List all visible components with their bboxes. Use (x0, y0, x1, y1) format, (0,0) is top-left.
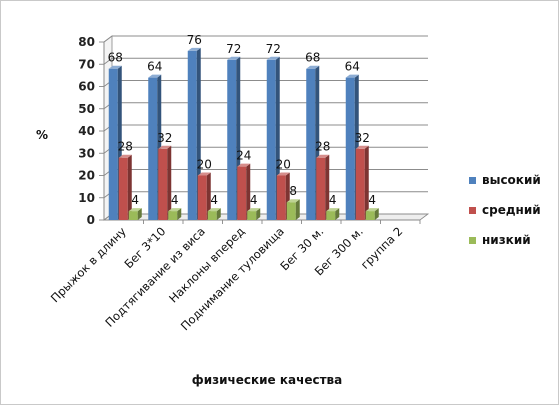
legend-item: низкий (469, 233, 531, 247)
data-label: 4 (250, 193, 258, 207)
bar (326, 208, 339, 220)
legend-label: средний (482, 203, 541, 217)
bar-front (316, 158, 325, 220)
data-label: 72 (266, 42, 281, 56)
y-axis-title: % (36, 128, 48, 142)
bar-front (366, 211, 375, 220)
legend-label: низкий (482, 233, 531, 247)
legend-swatch (469, 177, 476, 184)
y-tick-label: 0 (87, 213, 95, 227)
bar-side (365, 146, 369, 220)
y-tick-label: 70 (78, 57, 95, 71)
bar (366, 208, 379, 220)
bar (208, 208, 221, 220)
bar-side (296, 199, 300, 220)
bar-front (227, 60, 236, 220)
bar-front (119, 158, 128, 220)
bar-front (326, 211, 335, 220)
data-label: 4 (368, 193, 376, 207)
bar (287, 199, 300, 220)
legend-swatch (469, 237, 476, 244)
bar (119, 155, 132, 220)
bar-front (109, 69, 118, 220)
y-tick-label: 50 (78, 102, 95, 116)
data-label: 72 (226, 42, 241, 56)
bar-front (158, 149, 167, 220)
bar-front (198, 176, 207, 221)
bar (168, 208, 181, 220)
y-tick-label: 20 (78, 169, 95, 183)
y-tick-label: 30 (78, 146, 95, 160)
legend: высокий средний низкий (469, 173, 541, 247)
bar-front (277, 176, 286, 221)
x-category-label: группа 2 (358, 224, 406, 272)
bar-front (129, 211, 138, 220)
legend-swatch (469, 207, 476, 214)
x-axis-title: физические качества (192, 373, 342, 387)
data-label: 4 (210, 193, 218, 207)
data-label: 76 (187, 33, 202, 47)
y-tick-label: 40 (78, 124, 95, 138)
data-label: 20 (276, 158, 291, 172)
data-label: 4 (329, 193, 337, 207)
bar-front (356, 149, 365, 220)
bar-front (306, 69, 315, 220)
bar-front (237, 167, 246, 220)
data-label: 20 (197, 158, 212, 172)
y-tick-labels: 0 10 20 30 40 50 60 70 80 (78, 35, 95, 227)
data-label: 4 (131, 193, 139, 207)
legend-item: средний (469, 203, 541, 217)
data-label: 32 (355, 131, 370, 145)
data-label: 4 (171, 193, 179, 207)
data-label: 68 (108, 51, 123, 65)
bar-front (168, 211, 177, 220)
data-label: 28 (118, 140, 133, 154)
bar-front (346, 78, 355, 220)
bar (158, 146, 171, 220)
data-label: 28 (315, 140, 330, 154)
y-tick-label: 60 (78, 80, 95, 94)
bar (129, 208, 142, 220)
legend-item: высокий (469, 173, 541, 187)
data-label: 8 (289, 184, 297, 198)
x-category-label: Прыжок в длину (48, 224, 129, 305)
legend-label: высокий (482, 173, 541, 187)
bar-side (167, 146, 171, 220)
y-tick-label: 80 (78, 35, 95, 49)
bar (247, 208, 260, 220)
bar-front (188, 51, 197, 220)
bar (356, 146, 369, 220)
bar-front (267, 60, 276, 220)
data-label: 68 (305, 51, 320, 65)
data-label: 64 (147, 60, 162, 74)
data-label: 64 (345, 60, 360, 74)
bar (316, 155, 329, 220)
bar-front (287, 202, 296, 220)
data-label: 24 (236, 149, 251, 163)
bar-front (208, 211, 217, 220)
data-label: 32 (157, 131, 172, 145)
bar-front (247, 211, 256, 220)
y-tick-label: 10 (78, 191, 95, 205)
bar-front (148, 78, 157, 220)
